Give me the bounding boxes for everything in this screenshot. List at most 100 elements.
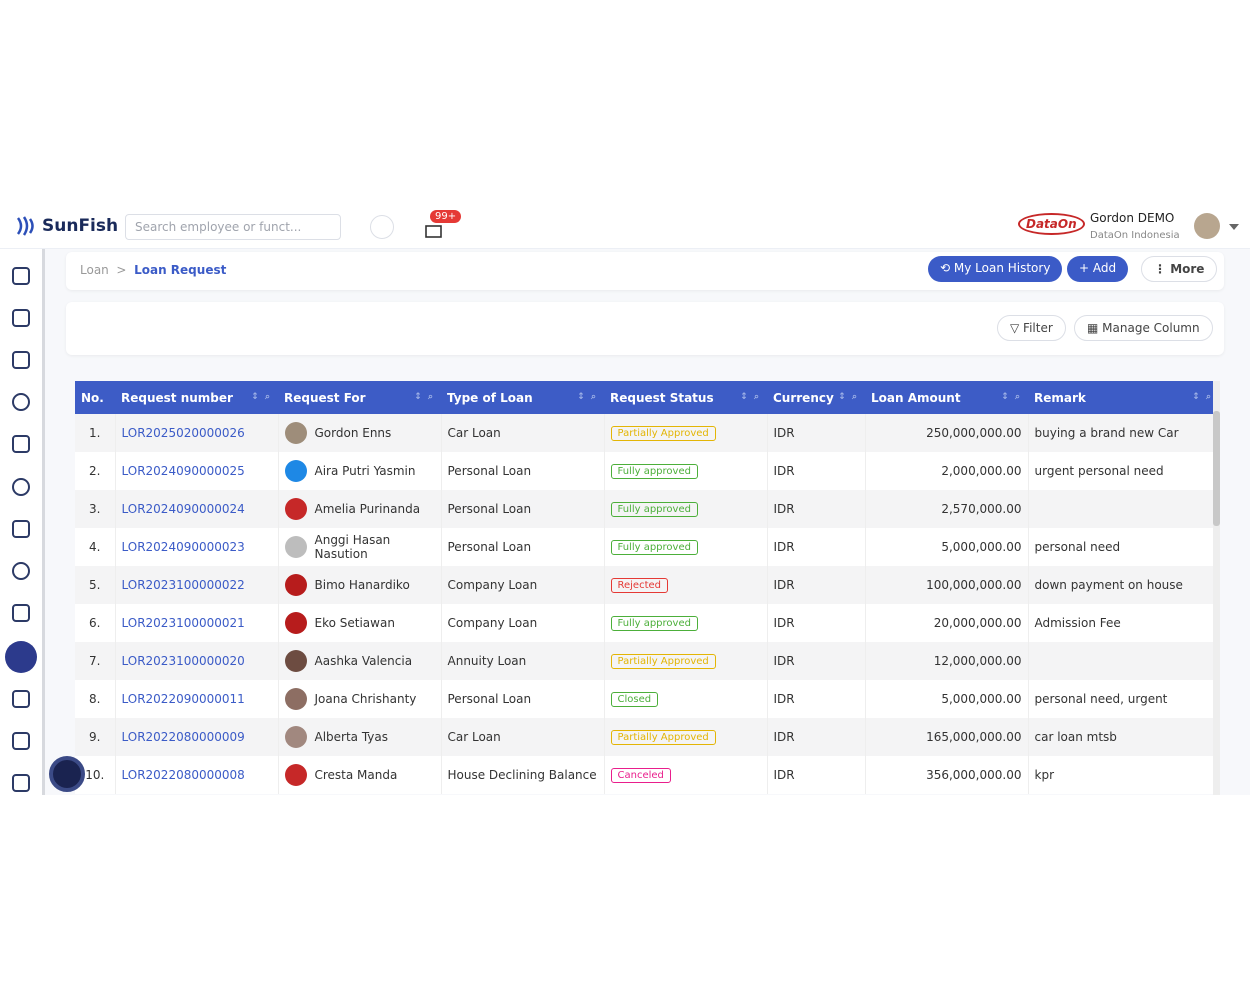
remark: personal need, urgent [1028,680,1220,718]
row-number: 9. [75,718,116,756]
avatar [284,574,307,596]
status-cell: Fully approved [604,528,768,566]
employee: Aashka Valencia [284,650,435,672]
request-number-link[interactable]: LOR2023100000022 [121,578,245,592]
employee-name: Joana Chrishanty [314,692,417,706]
loan-type: Personal Loan [441,680,605,718]
history-button[interactable]: ⟲ My Loan History [928,256,1063,282]
search-box[interactable]: Search employee or funct... [125,214,341,240]
remark-text: personal need [1034,540,1121,554]
request-number-link[interactable]: LOR2024090000023 [121,540,245,554]
table-row: 4. LOR2024090000023 Anggi Hasan Nasution Pe… [75,528,1220,566]
nav-icon[interactable] [12,435,30,453]
request-number-link[interactable]: LOR2022080000009 [121,730,245,744]
sort-search-icons[interactable]: ↕ ⌕ [251,392,270,402]
nav-icon[interactable] [12,562,30,580]
nav-icon[interactable] [12,393,30,411]
sort-search-icons[interactable]: ↕ ⌕ [577,392,596,402]
currency: IDR [767,756,866,794]
column-title: Request number [121,390,233,405]
employee: Bimo Hanardiko [284,574,435,596]
loan-amount: 100,000,000.00 [865,566,1029,604]
currency: IDR [767,718,866,756]
inbox-icon[interactable] [425,223,443,239]
loan-type: Car Loan [441,718,605,756]
employee: Amelia Purinanda [284,498,435,520]
more-button[interactable]: ⋮ More [1141,256,1218,282]
employee-name: Anggi Hasan Nasution [314,533,391,561]
request-number-cell: LOR2023100000020 [115,642,279,680]
column-header: Remark ↕ ⌕ [1028,381,1219,414]
status-cell: Partially Approved [604,718,768,756]
scroll-thumb[interactable] [1213,411,1220,526]
loan-type: Company Loan [441,604,605,642]
request-number-link[interactable]: LOR2024090000024 [121,502,245,516]
column-header: Request Status ↕ ⌕ [604,381,767,414]
add-button[interactable]: + Add [1067,256,1129,282]
nav-icon[interactable] [12,267,30,285]
loan-amount: 12,000,000.00 [865,642,1029,680]
employee-name: Alberta Tyas [314,730,389,744]
avatar [284,498,307,520]
sort-search-icons[interactable]: ↕ ⌕ [740,392,759,402]
employee-name: Gordon Enns [314,426,392,440]
floating-button[interactable] [49,756,85,792]
avatar [284,726,307,748]
request-for-cell: Cresta Manda [278,756,442,794]
request-number-cell: LOR2024090000024 [115,490,279,528]
row-number: 2. [75,452,116,490]
top-bar: SunFish Search employee or funct... 99+ … [0,205,1250,249]
request-for-cell: Aashka Valencia [278,642,442,680]
request-for-cell: Aira Putri Yasmin [278,452,442,490]
sort-search-icons[interactable]: ↕ ⌕ [838,392,857,402]
employee-name: Cresta Manda [314,768,398,782]
filter-button[interactable]: ▽ Filter [997,315,1066,341]
column-header: Loan Amount ↕ ⌕ [865,381,1028,414]
sort-search-icons[interactable]: ↕ ⌕ [1192,392,1211,402]
remark-text: personal need, urgent [1034,692,1168,706]
nav-icon[interactable] [12,732,30,750]
sort-search-icons[interactable]: ↕ ⌕ [1001,392,1020,402]
button-label: Filter [1023,321,1053,335]
nav-icon[interactable] [12,520,30,538]
nav-icon[interactable] [12,351,30,369]
employee: Alberta Tyas [284,726,435,748]
breadcrumb-item[interactable]: Loan [80,263,109,277]
remark [1028,490,1220,528]
column-title: Currency [773,390,834,405]
user-menu-caret[interactable] [1229,224,1239,230]
request-number-link[interactable]: LOR2024090000025 [121,464,245,478]
remark: down payment on house [1028,566,1220,604]
sort-search-icons[interactable]: ↕ ⌕ [414,392,433,402]
request-number-link[interactable]: LOR2023100000021 [121,616,245,630]
status-cell: Partially Approved [604,414,768,452]
nav-icon[interactable] [12,478,30,496]
table-row: 1. LOR2025020000026 Gordon Enns Car Loan Par… [75,414,1220,452]
user-name: Gordon DEMO [1090,211,1175,225]
apps-button[interactable] [370,215,394,239]
status-cell: Fully approved [604,452,768,490]
request-number-link[interactable]: LOR2025020000026 [121,426,245,440]
request-number-cell: LOR2023100000021 [115,604,279,642]
request-number-link[interactable]: LOR2022080000008 [121,768,245,782]
nav-icon[interactable] [12,309,30,327]
user-avatar[interactable] [1194,213,1220,239]
nav-active[interactable] [5,641,37,673]
request-number-link[interactable]: LOR2023100000020 [121,654,245,668]
nav-icon[interactable] [12,604,30,622]
filter-card: ▽ Filter ▦ Manage Column [66,302,1224,355]
app: SunFish Search employee or funct... 99+ … [0,205,1250,795]
employee: Joana Chrishanty [284,688,435,710]
scrollbar[interactable] [1213,381,1220,795]
status-cell: Rejected [604,566,768,604]
manage-column-button[interactable]: ▦ Manage Column [1074,315,1213,341]
employee-name: Bimo Hanardiko [314,578,410,592]
loan-type: House Declining Balance [441,756,605,794]
request-number-link[interactable]: LOR2022090000011 [121,692,245,706]
employee: Anggi Hasan Nasution [284,533,435,561]
nav-icon[interactable] [12,774,30,792]
avatar [284,422,307,444]
nav-icon[interactable] [12,690,30,708]
column-title: Type of Loan [447,390,533,405]
loan-amount: 2,000,000.00 [865,452,1029,490]
